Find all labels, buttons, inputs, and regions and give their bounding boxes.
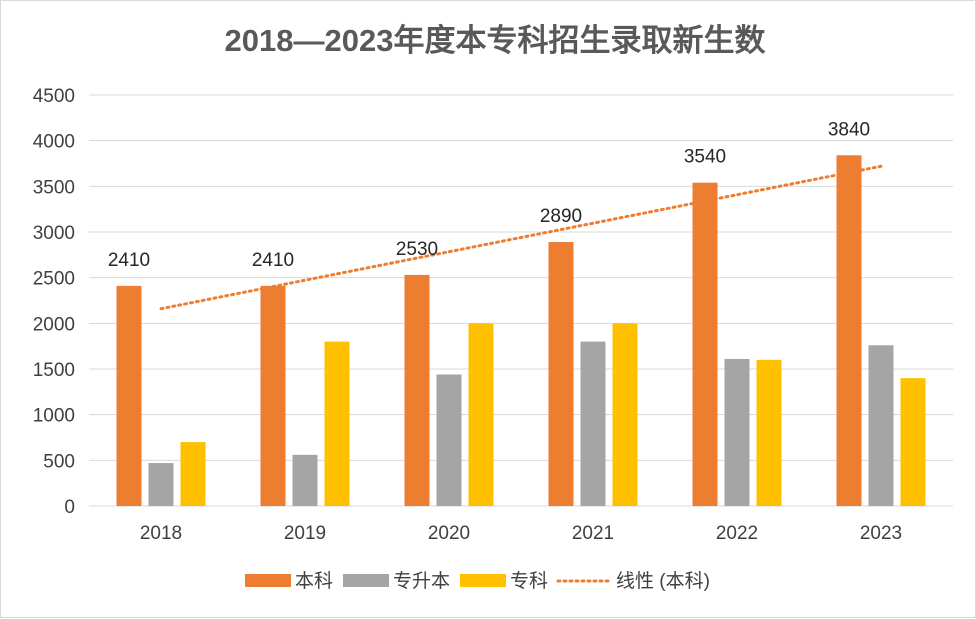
- y-tick-label: 4000: [33, 132, 75, 153]
- y-tick-label: 0: [64, 497, 75, 518]
- bar-1: [292, 454, 318, 506]
- x-tick-label: 2023: [860, 523, 902, 544]
- y-tick-label: 1000: [33, 406, 75, 427]
- bar-2: [468, 323, 494, 506]
- data-label: 3840: [828, 119, 870, 140]
- bar-0: [260, 285, 286, 506]
- y-tick-label: 500: [43, 451, 75, 472]
- chart-title: 2018—2023年度本专科招生录取新生数: [225, 23, 766, 58]
- x-tick-label: 2021: [572, 523, 614, 544]
- bars: [116, 155, 926, 506]
- x-tick-label: 2020: [428, 523, 470, 544]
- bar-1: [724, 358, 750, 506]
- legend-label: 专升本: [393, 570, 450, 592]
- legend-trend-label: 线性 (本科): [616, 570, 710, 592]
- legend-swatch: [245, 574, 291, 587]
- y-tick-label: 1500: [33, 360, 75, 381]
- x-tick-label: 2018: [140, 523, 182, 544]
- bar-2: [612, 323, 638, 506]
- legend-swatch: [460, 574, 506, 587]
- data-label: 2890: [540, 206, 582, 227]
- legend: 本科 专升本 专科 线性 (本科): [245, 570, 710, 592]
- y-axis-ticks: 0 500 1000 1500 2000 2500 3000 3500 4000 4500: [33, 86, 75, 518]
- bar-2: [900, 378, 926, 506]
- legend-label: 本科: [295, 570, 333, 592]
- bar-2: [180, 442, 206, 506]
- x-tick-label: 2022: [716, 523, 758, 544]
- data-label: 3540: [684, 147, 726, 168]
- data-label: 2530: [396, 239, 438, 260]
- bar-2: [756, 359, 782, 506]
- y-tick-label: 2000: [33, 314, 75, 335]
- bar-2: [324, 341, 350, 506]
- data-labels: 2410 2410 2530 2890 3540 3840: [108, 119, 870, 271]
- data-label: 2410: [252, 250, 294, 271]
- y-tick-label: 2500: [33, 269, 75, 290]
- bar-0: [692, 182, 718, 506]
- trendline: [159, 164, 883, 311]
- y-tick-label: 3500: [33, 177, 75, 198]
- x-tick-label: 2019: [284, 523, 326, 544]
- bar-0: [836, 155, 862, 506]
- bar-1: [148, 463, 174, 506]
- legend-label: 专科: [510, 570, 548, 592]
- bar-1: [436, 374, 462, 506]
- x-axis-ticks: 2018 2019 2020 2021 2022 2023: [140, 523, 902, 544]
- bar-1: [580, 341, 606, 506]
- bar-0: [548, 242, 574, 506]
- gridlines: [89, 94, 953, 507]
- y-tick-label: 4500: [33, 86, 75, 107]
- data-label: 2410: [108, 250, 150, 271]
- trendline-path: [159, 164, 883, 311]
- legend-swatch: [343, 574, 389, 587]
- bar-0: [404, 274, 430, 506]
- y-tick-label: 3000: [33, 223, 75, 244]
- bar-1: [868, 345, 894, 506]
- bar-0: [116, 285, 142, 506]
